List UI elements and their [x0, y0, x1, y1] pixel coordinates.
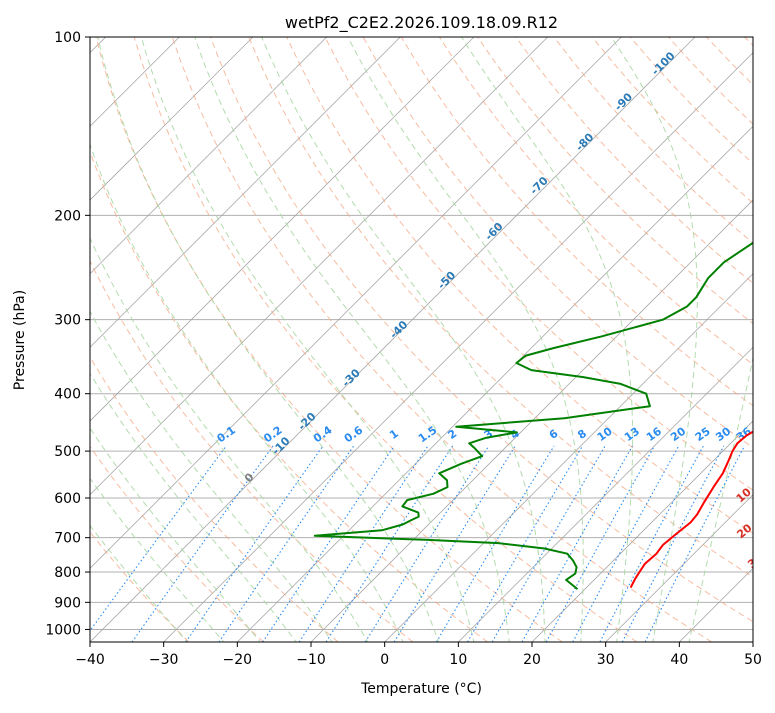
x-tick-label: 0 [380, 652, 389, 668]
x-tick-label: −20 [223, 652, 253, 668]
x-tick-label: −10 [296, 652, 326, 668]
y-tick-label: 400 [54, 387, 81, 403]
x-tick-label: 30 [597, 652, 615, 668]
y-tick-label: 500 [54, 444, 81, 460]
x-tick-label: 40 [670, 652, 688, 668]
y-tick-label: 300 [54, 313, 81, 329]
x-tick-label: 10 [449, 652, 467, 668]
chart-title: wetPf2_C2E2.2026.109.18.09.R12 [285, 13, 558, 33]
x-tick-label: −40 [75, 652, 105, 668]
y-tick-label: 700 [54, 531, 81, 547]
y-tick-label: 600 [54, 491, 81, 507]
x-tick-label: 50 [744, 652, 762, 668]
x-tick-label: −30 [149, 652, 179, 668]
y-tick-label: 1000 [45, 622, 81, 638]
y-tick-label: 200 [54, 208, 81, 224]
x-axis-title: Temperature (°C) [360, 681, 482, 697]
y-tick-label: 900 [54, 595, 81, 611]
x-tick-label: 20 [523, 652, 541, 668]
y-tick-label: 100 [54, 30, 81, 46]
y-axis-title: Pressure (hPa) [12, 290, 28, 390]
y-tick-label: 800 [54, 565, 81, 581]
